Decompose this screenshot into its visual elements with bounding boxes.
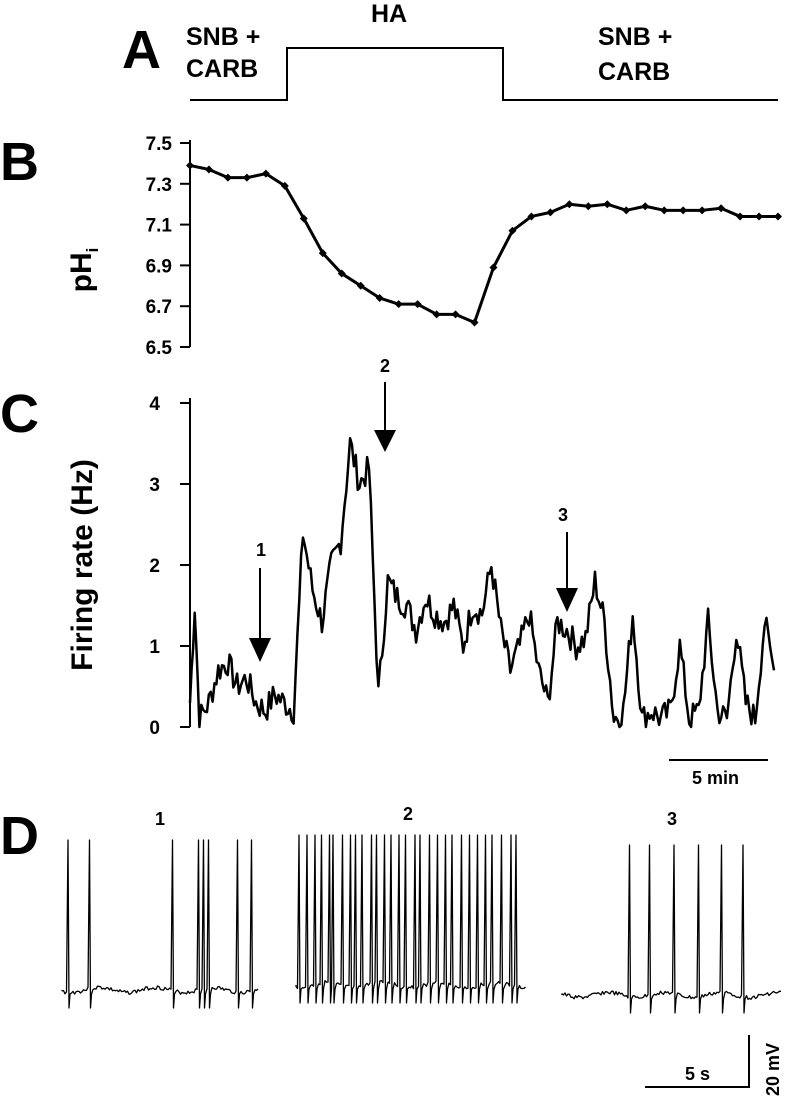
panel-b-point xyxy=(451,310,460,319)
panel-b-point xyxy=(413,300,422,309)
panel-b-y-tick-label: 6.7 xyxy=(146,297,172,318)
panel-c-ylabel: Firing rate (Hz) xyxy=(66,459,99,671)
panel-b-point xyxy=(299,214,308,223)
arrow-3 xyxy=(556,532,578,612)
arrow-1 xyxy=(249,568,271,662)
panel-c-y-tick-label: 1 xyxy=(149,637,160,658)
condition-label-ha: HA xyxy=(371,0,407,28)
panel-c-y-tick-label: 2 xyxy=(149,556,160,577)
panel-b-ylabel: pHi xyxy=(65,248,102,293)
panel-b-point xyxy=(508,226,517,235)
panel-b-point xyxy=(565,200,574,209)
panel-b-point xyxy=(280,181,289,190)
panel-b-point xyxy=(223,173,232,182)
condition-label-snb-carb-2-top: SNB + xyxy=(598,23,672,51)
panel-b-point xyxy=(717,204,726,213)
panel-b-point xyxy=(698,206,707,215)
panel-c-time-scalebar-label: 5 min xyxy=(692,768,739,788)
panel-d-letter: D xyxy=(0,806,39,866)
panel-b-point xyxy=(641,202,650,211)
panel-b-point xyxy=(318,249,327,258)
trace-3-label: 3 xyxy=(667,809,677,829)
panel-b-y-ticks: 6.5 6.7 6.9 7.1 7.3 7.5 xyxy=(146,134,190,359)
panel-b-point xyxy=(603,200,612,209)
panel-c-y-ticks: 4 3 2 1 0 xyxy=(149,394,190,739)
application-timeline xyxy=(190,47,778,101)
panel-b-point xyxy=(736,212,745,221)
condition-label-snb-carb-1-bottom: CARB xyxy=(186,55,258,83)
panel-b-point xyxy=(432,310,441,319)
panel-b-point xyxy=(774,212,782,221)
panel-b-point xyxy=(261,169,270,178)
panel-b-y-tick-label: 6.5 xyxy=(146,338,173,359)
trace-2-label: 2 xyxy=(403,804,413,824)
condition-label-snb-carb-1-top: SNB + xyxy=(186,23,260,51)
panel-b-y-tick-label: 7.1 xyxy=(146,216,173,237)
panel-b-line xyxy=(189,163,778,325)
panel-b-point xyxy=(375,294,384,303)
panel-c-y-tick-label: 4 xyxy=(149,394,160,415)
trace-1-label: 1 xyxy=(155,809,165,829)
panel-d-voltage-scale-label: 20 mV xyxy=(763,1043,783,1096)
arrow-3-label: 3 xyxy=(558,505,568,525)
panel-b-point xyxy=(546,208,555,217)
panel-a-letter: A xyxy=(122,20,161,80)
panel-c-series xyxy=(188,436,776,729)
panel-b-point xyxy=(622,206,631,215)
panel-d-time-scale-label: 5 s xyxy=(685,1064,710,1084)
panel-b-y-tick-label: 7.5 xyxy=(146,134,173,155)
panel-c-y-tick-label: 0 xyxy=(149,718,160,739)
panel-b-point xyxy=(242,173,251,182)
voltage-traces xyxy=(61,834,782,1014)
voltage-trace-1 xyxy=(61,839,259,1009)
panel-c-y-tick-label: 3 xyxy=(149,475,160,496)
panel-d-scalebar xyxy=(645,1035,750,1088)
panel-b-point xyxy=(356,281,365,290)
panel-b-point xyxy=(394,300,403,309)
panel-b-point xyxy=(679,206,688,215)
voltage-trace-3 xyxy=(561,844,782,1014)
panel-b-point xyxy=(470,318,479,327)
arrow-2 xyxy=(374,382,396,452)
panel-b-series xyxy=(186,161,782,327)
panel-c-letter: C xyxy=(0,384,39,444)
panel-b-y-tick-label: 7.3 xyxy=(146,175,172,196)
panel-b-point xyxy=(489,263,498,272)
panel-b-point xyxy=(186,161,194,170)
panel-c-firing-rate-line xyxy=(188,436,776,729)
panel-b-point xyxy=(584,202,593,211)
voltage-trace-2 xyxy=(295,834,526,1004)
panel-b-point xyxy=(337,269,346,278)
panel-b-point xyxy=(527,212,536,221)
panel-b-letter: B xyxy=(0,132,39,192)
panel-b-y-tick-label: 6.9 xyxy=(146,256,172,277)
arrow-1-label: 1 xyxy=(256,540,266,560)
panel-b-point xyxy=(660,206,669,215)
panel-b-point xyxy=(755,212,764,221)
condition-label-snb-carb-2-bottom: CARB xyxy=(598,58,670,86)
arrow-2-label: 2 xyxy=(380,356,390,376)
panel-b-point xyxy=(204,165,213,174)
